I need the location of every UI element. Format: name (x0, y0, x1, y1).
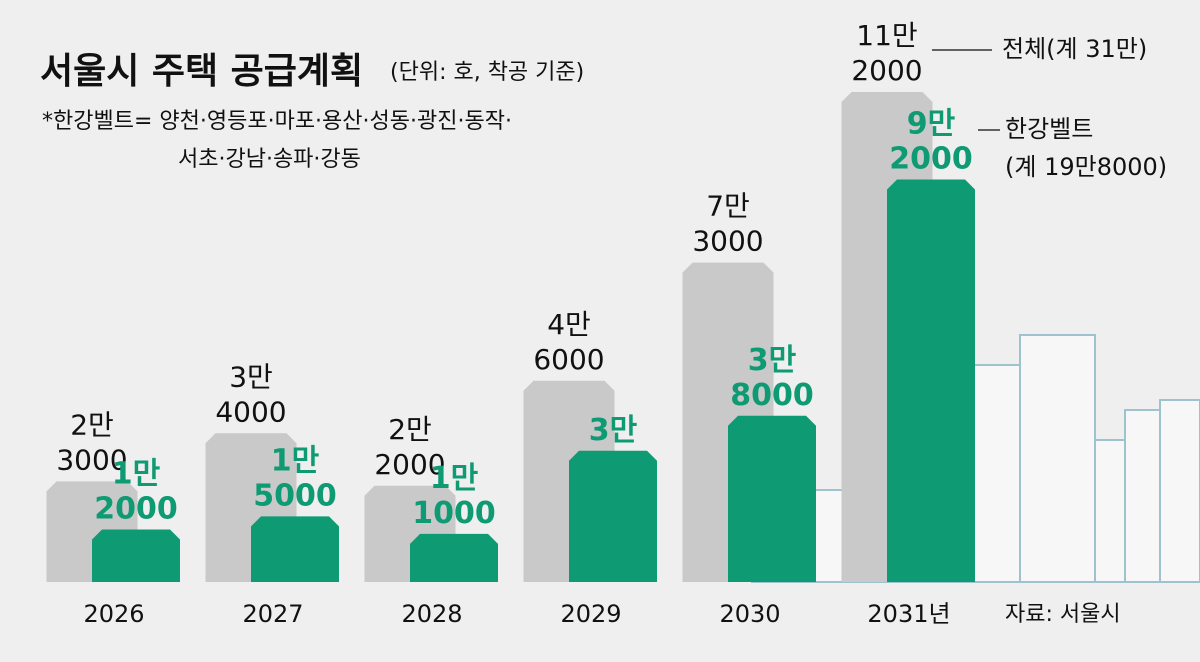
note: *한강벨트= 양천·영등포·마포·용산·성동·광진·동작· (42, 109, 512, 134)
value-label: 4만 6000 (533, 308, 604, 376)
value-label: 3만 (589, 412, 638, 447)
x-tick-label: 2029 (560, 600, 621, 628)
chart-title: 서울시 주택 공급계획 (40, 51, 363, 92)
x-tick-label: 2027 (242, 600, 303, 628)
chart-subtitle: (단위: 호, 착공 기준) (390, 60, 584, 85)
value-label: 3만 4000 (215, 360, 286, 428)
bar (251, 516, 339, 582)
value-label: 1만 5000 (253, 443, 337, 513)
bar (887, 179, 975, 582)
value-label: 9만 2000 (889, 106, 973, 176)
source: 자료: 서울시 (1005, 602, 1121, 627)
bar (569, 450, 657, 582)
value-label: 2만 3000 (56, 408, 127, 476)
x-tick-label: 2028 (401, 600, 462, 628)
value-label: 3만 8000 (730, 342, 814, 412)
bar (728, 415, 816, 582)
value-label: 7만 3000 (692, 190, 763, 258)
value-label: 11만 2000 (851, 19, 922, 87)
value-label: 1만 2000 (94, 456, 178, 526)
x-tick-label: 2026 (83, 600, 144, 628)
x-tick-label: 2031년 (867, 600, 950, 628)
x-tick-label: 2030 (719, 600, 780, 628)
bar (410, 533, 498, 582)
note: 서초·강남·송파·강동 (178, 147, 361, 172)
value-label: 1만 1000 (412, 460, 496, 530)
bar (92, 529, 180, 582)
value-label: 2만 2000 (374, 413, 445, 481)
legend-label: 한강벨트 (계 19만8000) (1005, 115, 1167, 181)
legend-label: 전체(계 31만) (1002, 35, 1147, 63)
